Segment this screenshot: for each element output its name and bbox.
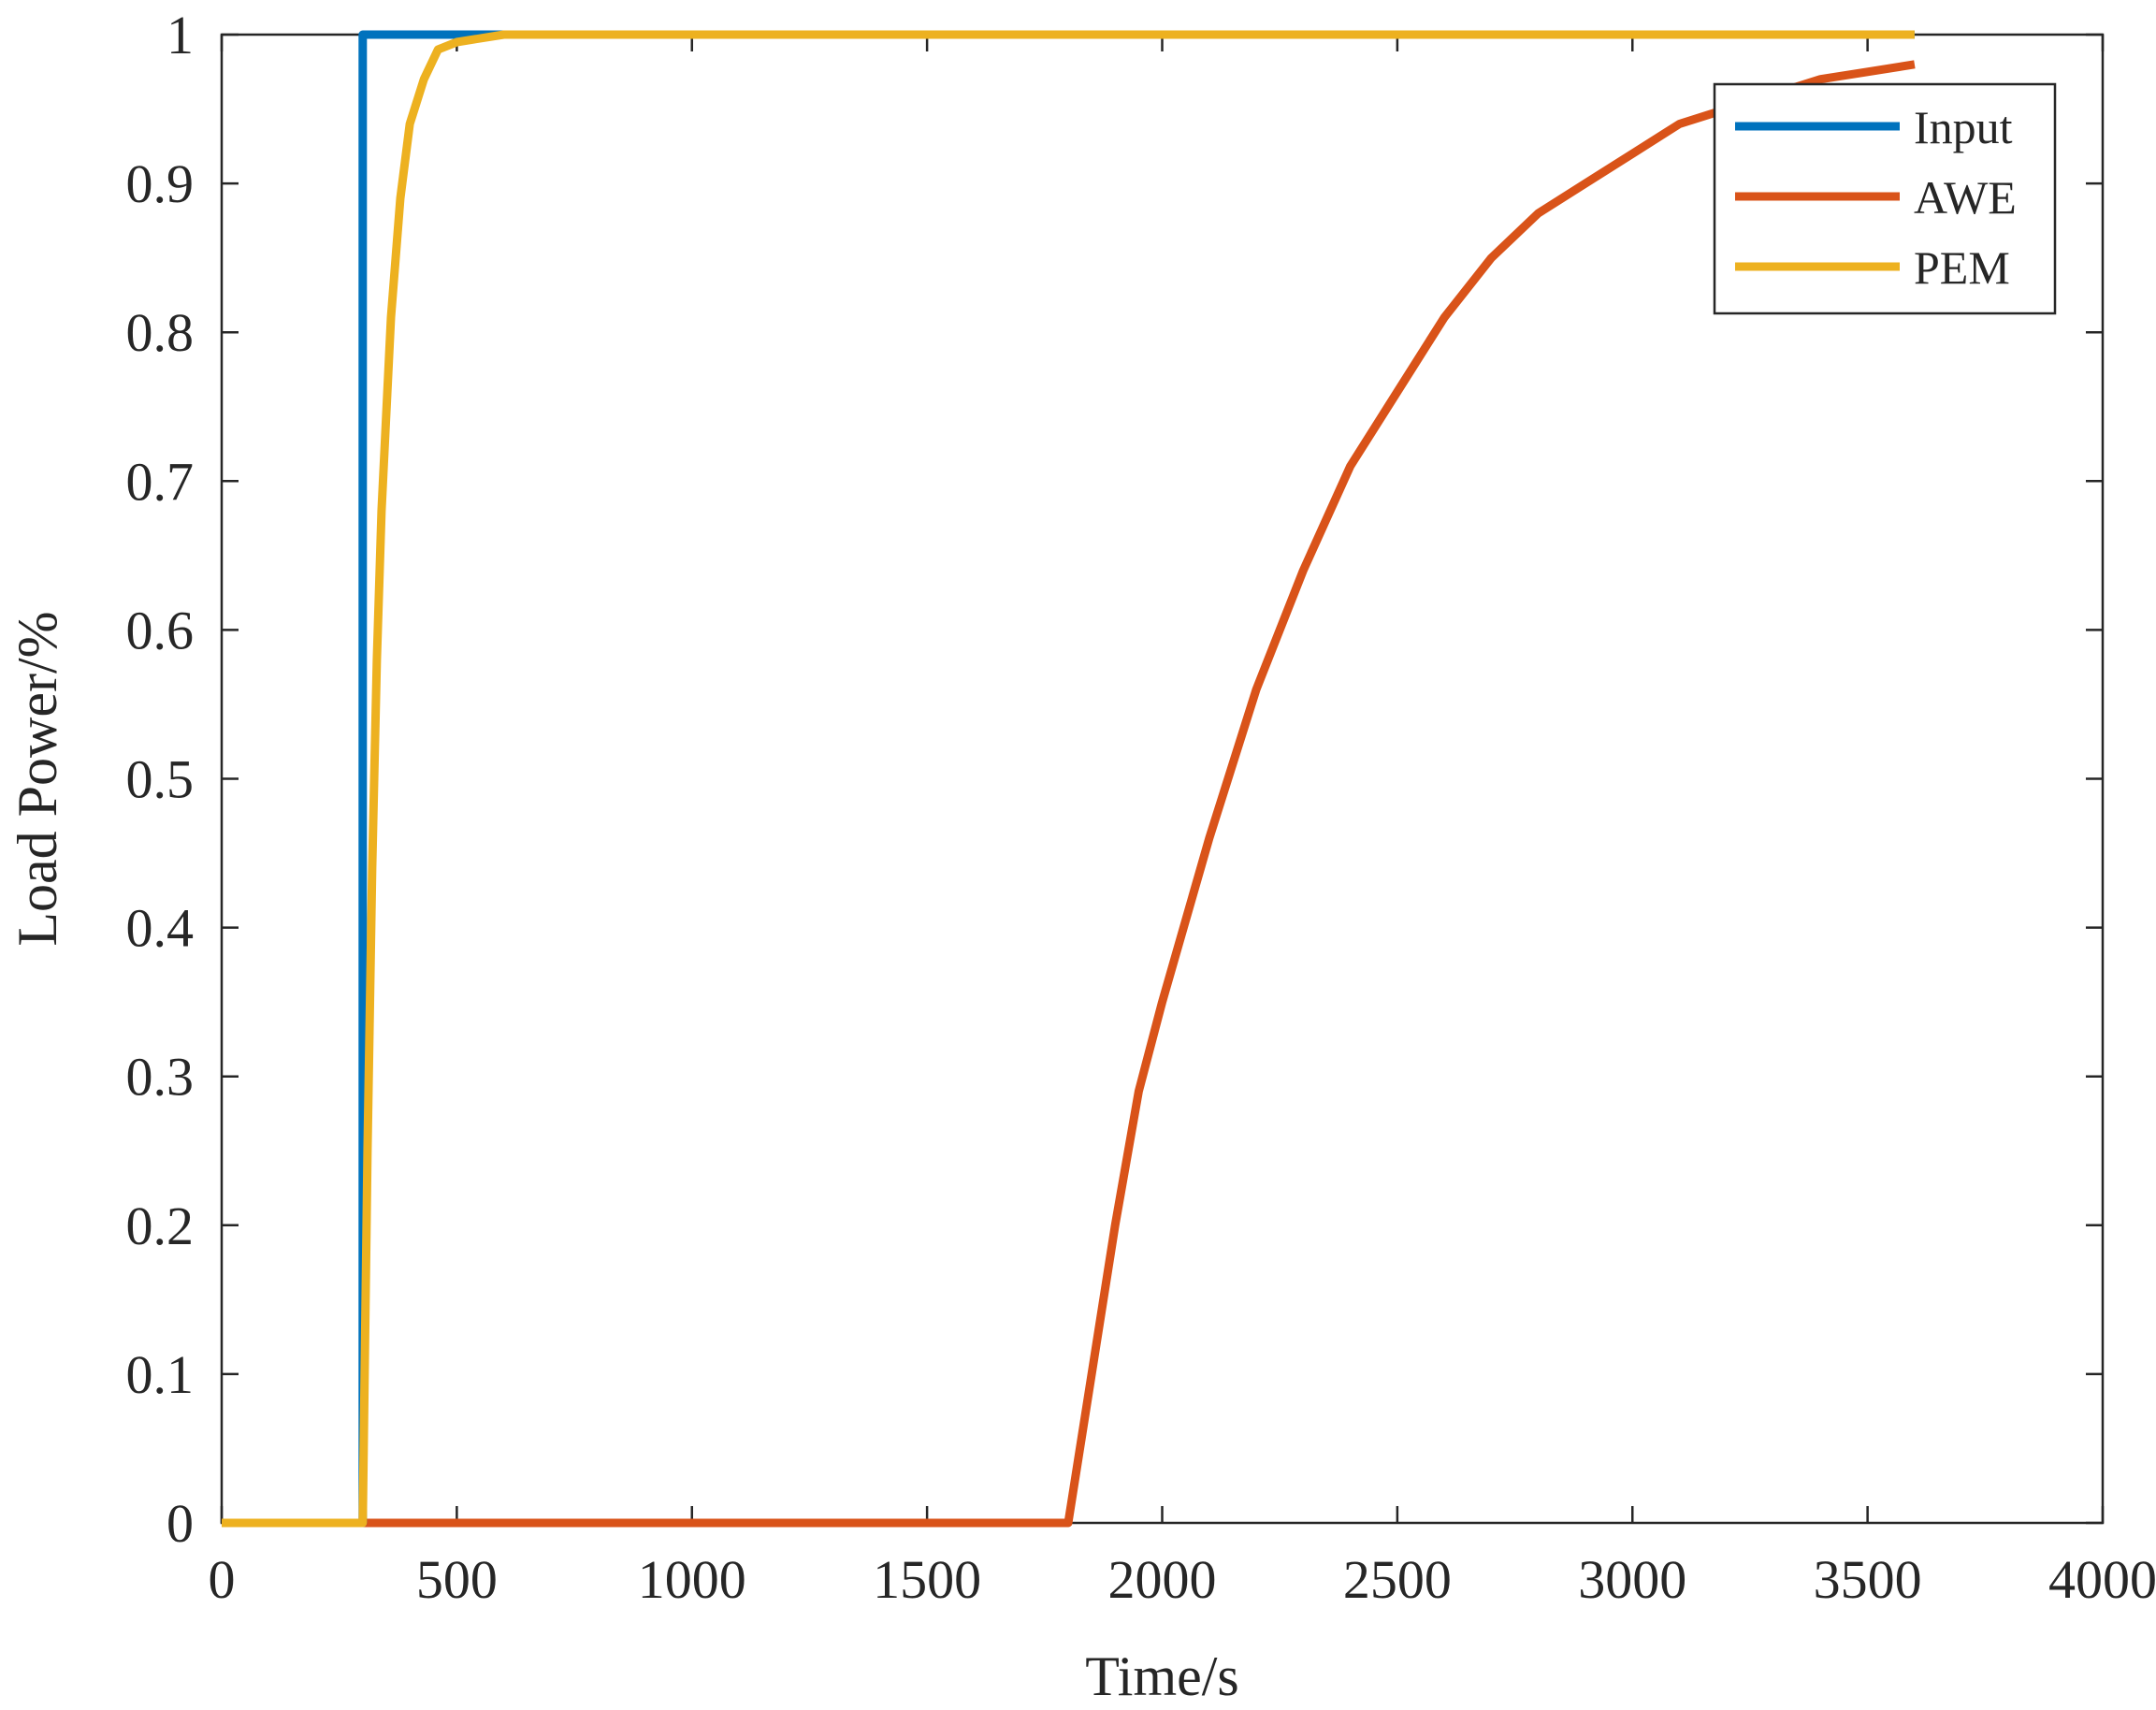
y-tick-label: 0.3 — [126, 1047, 195, 1108]
legend-label-input: Input — [1914, 101, 2013, 153]
y-tick-label: 0.8 — [126, 302, 195, 363]
x-tick-label: 1500 — [873, 1549, 981, 1610]
y-tick-label: 0.7 — [126, 451, 195, 512]
legend-label-awe: AWE — [1914, 171, 2017, 224]
x-axis: 0 500 1000 1500 2000 2500 3000 3500 4000 — [209, 35, 2156, 1610]
x-tick-label: 1000 — [638, 1549, 746, 1610]
x-tick-label: 0 — [209, 1549, 236, 1610]
y-tick-label: 0 — [166, 1493, 194, 1554]
x-axis-label: Time/s — [1085, 1645, 1239, 1707]
series-line-pem — [222, 30, 1915, 1528]
y-axis: 0 0.1 0.2 0.3 0.4 0.5 0.6 0.7 0.8 0.9 1 — [126, 5, 2103, 1554]
y-tick-label: 0.5 — [126, 749, 195, 810]
x-tick-label: 2500 — [1343, 1549, 1452, 1610]
x-tick-label: 4000 — [2048, 1549, 2156, 1610]
y-axis-label: Load Power/% — [7, 611, 68, 946]
y-tick-label: 1 — [166, 5, 194, 65]
y-tick-label: 0.2 — [126, 1196, 195, 1256]
y-tick-label: 0.4 — [126, 898, 195, 959]
x-tick-label: 3000 — [1578, 1549, 1686, 1610]
y-tick-label: 0.1 — [126, 1344, 195, 1405]
y-tick-label: 0.6 — [126, 600, 195, 660]
x-tick-label: 2000 — [1108, 1549, 1217, 1610]
legend: Input AWE PEM — [1713, 82, 2057, 315]
x-tick-label: 3500 — [1814, 1549, 1922, 1610]
y-tick-label: 0.9 — [126, 153, 195, 214]
legend-label-pem: PEM — [1914, 241, 2010, 294]
x-tick-label: 500 — [416, 1549, 498, 1610]
